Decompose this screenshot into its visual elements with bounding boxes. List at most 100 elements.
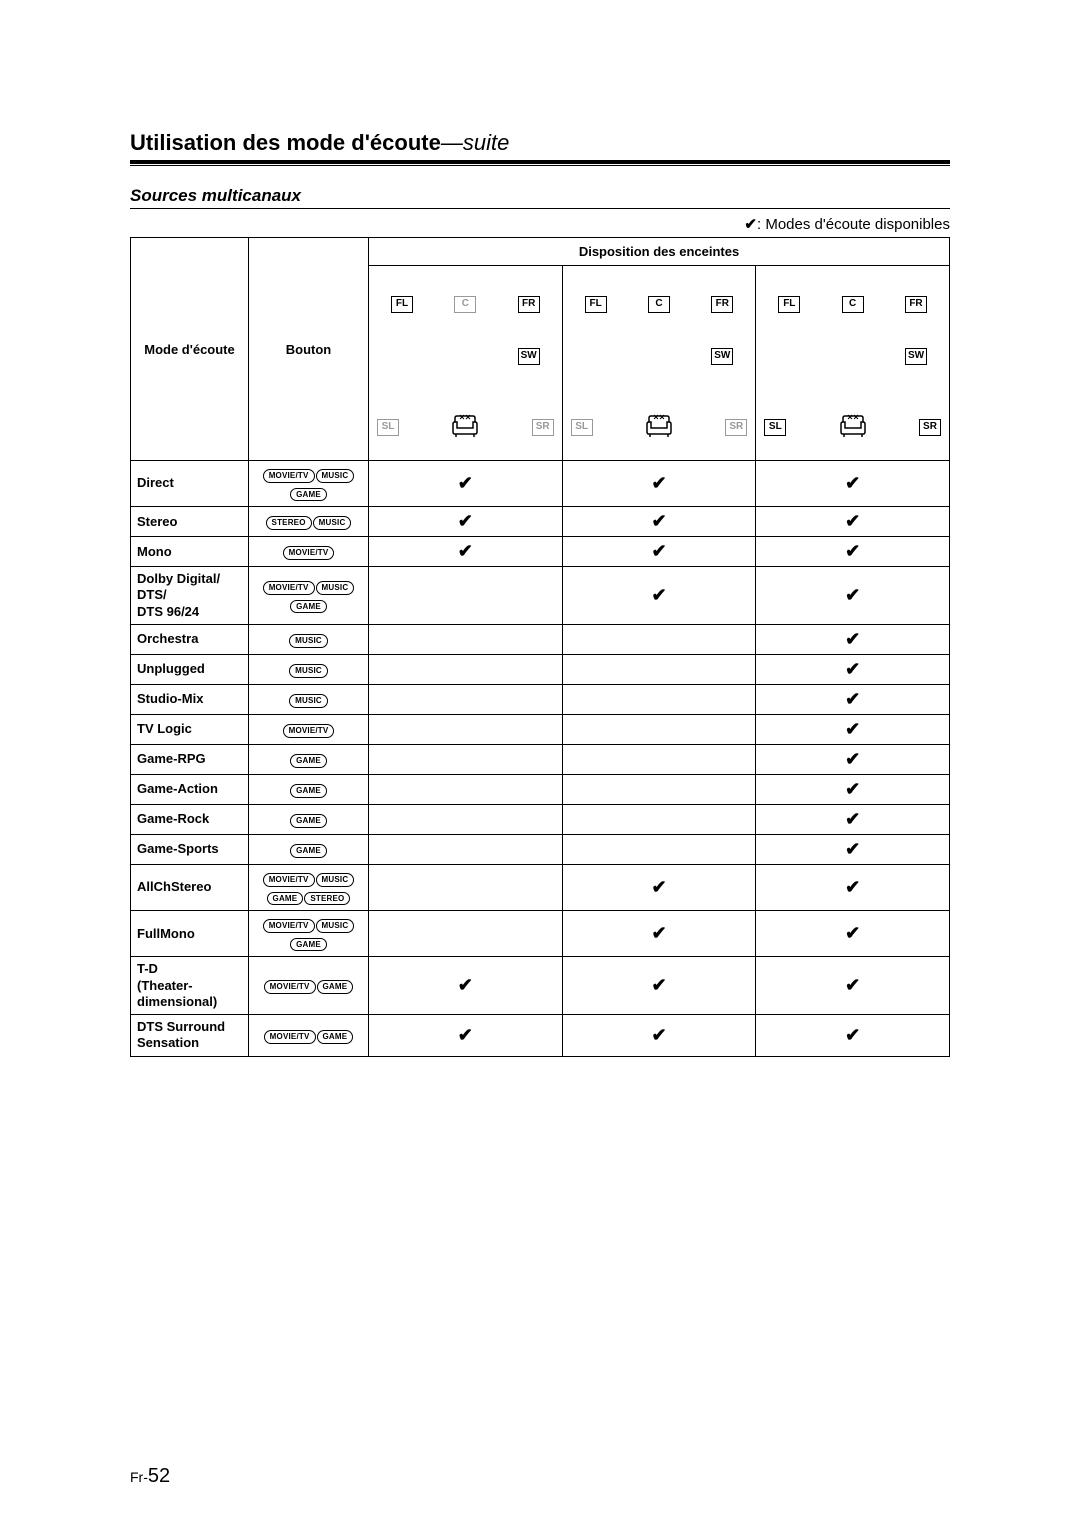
bouton-cell: MOVIE/TVMUSICGAMESTEREO — [249, 864, 369, 910]
availability-cell: ✔ — [756, 834, 950, 864]
heading-suffix: —suite — [441, 130, 509, 155]
bouton-cell: MOVIE/TV — [249, 714, 369, 744]
mode-cell: AllChStereo — [131, 864, 249, 910]
mode-cell: Orchestra — [131, 624, 249, 654]
speaker-sr: SR — [532, 419, 554, 436]
heading-prefix: Utilisation des mode d'écoute — [130, 130, 441, 155]
availability-cell: ✔ — [369, 537, 563, 567]
availability-cell — [369, 864, 563, 910]
pill-movietv: MOVIE/TV — [263, 919, 315, 933]
pill-game: GAME — [290, 754, 327, 768]
table-row: FullMonoMOVIE/TVMUSICGAME✔✔ — [131, 911, 950, 957]
speaker-sw: SW — [711, 348, 733, 365]
speaker-c: C — [842, 296, 864, 313]
availability-cell: ✔ — [756, 654, 950, 684]
bouton-cell: MOVIE/TV — [249, 537, 369, 567]
availability-cell — [369, 834, 563, 864]
pill-game: GAME — [290, 488, 327, 502]
pill-game: GAME — [290, 814, 327, 828]
modes-table: Mode d'écoute Bouton Disposition des enc… — [130, 237, 950, 1057]
page-prefix: Fr- — [130, 1469, 148, 1485]
availability-cell: ✔ — [562, 911, 756, 957]
speaker-sr: SR — [725, 419, 747, 436]
availability-cell — [562, 744, 756, 774]
availability-cell: ✔ — [756, 804, 950, 834]
speaker-c: C — [648, 296, 670, 313]
speaker-sl: SL — [764, 419, 786, 436]
availability-cell: ✔ — [369, 461, 563, 507]
pill-music: MUSIC — [316, 873, 355, 887]
pill-music: MUSIC — [289, 664, 328, 678]
availability-cell: ✔ — [562, 537, 756, 567]
pill-movietv: MOVIE/TV — [263, 873, 315, 887]
table-row: Game-Rock GAME ✔ — [131, 804, 950, 834]
availability-cell — [369, 654, 563, 684]
speaker-c: C — [454, 296, 476, 313]
table-row: Game-ActionGAME ✔ — [131, 774, 950, 804]
table-row: Dolby Digital/DTS/DTS 96/24MOVIE/TVMUSIC… — [131, 567, 950, 625]
speaker-fl: FL — [778, 296, 800, 313]
availability-cell: ✔ — [756, 864, 950, 910]
mode-cell: FullMono — [131, 911, 249, 957]
bouton-cell: MUSIC — [249, 654, 369, 684]
availability-cell — [369, 624, 563, 654]
bouton-cell: GAME — [249, 834, 369, 864]
mode-cell: Mono — [131, 537, 249, 567]
mode-cell: Unplugged — [131, 654, 249, 684]
pill-music: MUSIC — [313, 516, 352, 530]
availability-cell: ✔ — [756, 911, 950, 957]
page-number: Fr-52 — [130, 1465, 170, 1488]
speaker-fl: FL — [391, 296, 413, 313]
availability-cell: ✔ — [756, 957, 950, 1015]
speaker-fr: FR — [711, 296, 733, 313]
speaker-sl: SL — [571, 419, 593, 436]
availability-cell: ✔ — [756, 567, 950, 625]
speaker-fr: FR — [518, 296, 540, 313]
pill-movietv: MOVIE/TV — [283, 546, 335, 560]
availability-cell: ✔ — [756, 684, 950, 714]
mode-cell: Game-Sports — [131, 834, 249, 864]
table-row: DTS Surround SensationMOVIE/TVGAME✔✔✔ — [131, 1015, 950, 1057]
pill-game: GAME — [290, 844, 327, 858]
pill-game: GAME — [290, 600, 327, 614]
speaker-layout-1: FLCFRSWSLSR — [369, 266, 563, 461]
mode-cell: Studio-Mix — [131, 684, 249, 714]
pill-movietv: MOVIE/TV — [264, 980, 316, 994]
speaker-layout-3: FLCFRSWSLSR — [756, 266, 950, 461]
availability-cell — [562, 804, 756, 834]
availability-cell: ✔ — [756, 1015, 950, 1057]
availability-cell: ✔ — [562, 957, 756, 1015]
speaker-fl: FL — [585, 296, 607, 313]
availability-cell: ✔ — [756, 774, 950, 804]
availability-cell: ✔ — [562, 507, 756, 537]
pill-stereo: STEREO — [266, 516, 312, 530]
legend: ✔: Modes d'écoute disponibles — [130, 215, 950, 233]
pill-music: MUSIC — [316, 469, 355, 483]
pill-movietv: MOVIE/TV — [263, 581, 315, 595]
bouton-cell: MOVIE/TVMUSICGAME — [249, 567, 369, 625]
availability-cell — [562, 774, 756, 804]
pill-music: MUSIC — [289, 634, 328, 648]
bouton-cell: MOVIE/TVGAME — [249, 957, 369, 1015]
bouton-cell: GAME — [249, 774, 369, 804]
speaker-fr: FR — [905, 296, 927, 313]
availability-cell: ✔ — [756, 744, 950, 774]
legend-check-icon: ✔ — [744, 216, 757, 233]
table-row: Unplugged MUSIC ✔ — [131, 654, 950, 684]
speaker-sw: SW — [518, 348, 540, 365]
bouton-cell: MUSIC — [249, 624, 369, 654]
table-row: StereoSTEREOMUSIC✔✔✔ — [131, 507, 950, 537]
speaker-sw: SW — [905, 348, 927, 365]
availability-cell — [562, 834, 756, 864]
mode-cell: Game-Rock — [131, 804, 249, 834]
mode-cell: Game-Action — [131, 774, 249, 804]
pill-music: MUSIC — [289, 694, 328, 708]
table-row: T-D(Theater-dimensional)MOVIE/TVGAME✔✔✔ — [131, 957, 950, 1015]
availability-cell — [562, 714, 756, 744]
mode-cell: Direct — [131, 461, 249, 507]
availability-cell — [369, 744, 563, 774]
table-row: Studio-Mix MUSIC ✔ — [131, 684, 950, 714]
availability-cell: ✔ — [756, 714, 950, 744]
pill-stereo: STEREO — [304, 892, 350, 906]
availability-cell: ✔ — [562, 461, 756, 507]
